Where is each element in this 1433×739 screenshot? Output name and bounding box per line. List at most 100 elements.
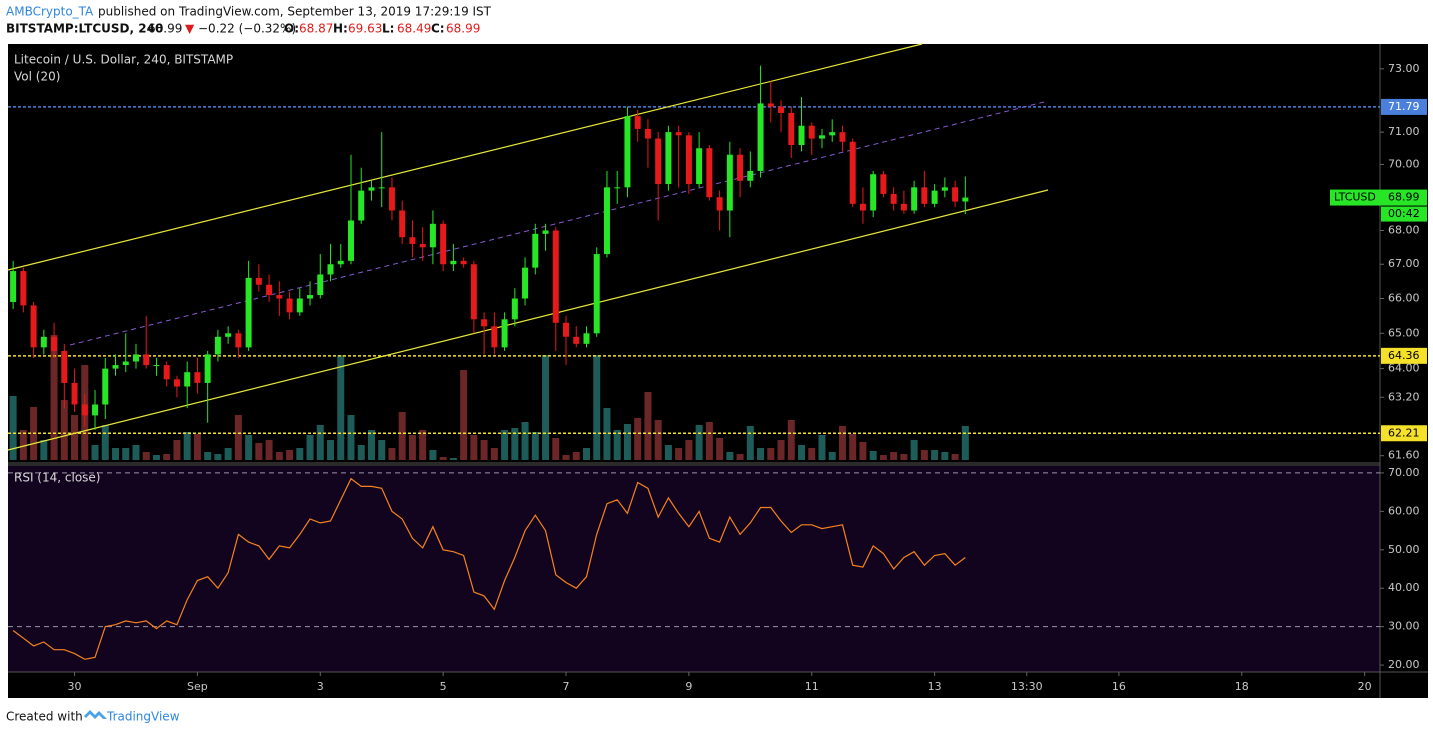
y-tick-label: 73.00 xyxy=(1388,62,1420,75)
volume-bar xyxy=(50,335,58,460)
x-tick-label: 11 xyxy=(805,680,819,693)
level-badge xyxy=(1381,347,1427,364)
candle-body xyxy=(266,284,273,296)
volume-bar xyxy=(623,424,631,460)
y2-tick-label: 70.00 xyxy=(1388,466,1420,479)
candle-body xyxy=(593,254,600,334)
volume-bar xyxy=(582,448,590,460)
volume-bar xyxy=(511,428,519,460)
level-badge xyxy=(1381,425,1427,442)
candle-body xyxy=(900,203,907,211)
candle-body xyxy=(583,333,590,344)
volume-bar xyxy=(552,438,560,460)
volume-bar xyxy=(675,448,683,460)
volume-bar xyxy=(71,415,79,460)
volume-bar xyxy=(388,448,396,460)
volume-bar xyxy=(695,425,703,460)
volume-bar xyxy=(480,440,488,460)
candle-body xyxy=(245,277,252,348)
candle-body xyxy=(255,277,262,285)
volume-bar xyxy=(367,430,375,460)
ohlc-value: 68.49 xyxy=(397,22,431,36)
volume-bar xyxy=(961,426,969,460)
candle-body xyxy=(808,125,815,139)
candle-body xyxy=(235,333,242,348)
volume-bar xyxy=(664,445,672,460)
volume-bar xyxy=(193,434,201,460)
ohlc-key: L: xyxy=(382,22,394,36)
candle-body xyxy=(829,132,836,136)
candle-body xyxy=(839,132,846,142)
candle-body xyxy=(481,319,488,327)
candle-body xyxy=(798,125,805,145)
volume-bar xyxy=(726,452,734,460)
footer-brand[interactable]: TradingView xyxy=(106,710,180,724)
y2-tick-label: 60.00 xyxy=(1388,504,1420,517)
candle-body xyxy=(931,190,938,204)
volume-bar xyxy=(142,452,150,460)
volume-bar xyxy=(429,450,437,460)
volume-bar xyxy=(849,434,857,460)
volume-bar xyxy=(828,452,836,460)
candle-body xyxy=(911,187,918,211)
candle-body xyxy=(419,243,426,248)
volume-bar xyxy=(357,445,365,460)
candle-body xyxy=(706,148,713,198)
y2-tick-label: 50.00 xyxy=(1388,543,1420,556)
volume-bar xyxy=(572,452,580,460)
candle-body xyxy=(81,404,88,416)
candle-body xyxy=(747,170,754,181)
candle-body xyxy=(644,128,651,139)
x-tick-label: 3 xyxy=(317,680,324,693)
candle-body xyxy=(40,336,47,348)
volume-bar xyxy=(798,445,806,460)
candle-body xyxy=(194,372,201,383)
ohlc-value: 69.63 xyxy=(348,22,382,36)
volume-bar xyxy=(562,455,570,460)
volume-bar xyxy=(685,440,693,460)
candle-body xyxy=(20,271,27,306)
candle-body xyxy=(399,210,406,238)
volume-bar xyxy=(224,448,232,460)
y-tick-label: 61.60 xyxy=(1388,449,1420,462)
volume-bar xyxy=(327,440,335,460)
volume-bar xyxy=(337,355,345,460)
volume-bar xyxy=(265,440,273,460)
volume-bar xyxy=(787,420,795,460)
footer-created: Created with xyxy=(6,710,83,724)
candle-body xyxy=(952,187,959,202)
level-label: 64.36 xyxy=(1388,349,1420,362)
volume-bar xyxy=(419,430,427,460)
volume-bar xyxy=(603,408,611,460)
candle-body xyxy=(460,260,467,265)
volume-bar xyxy=(941,452,949,460)
volume-bar xyxy=(152,455,160,460)
candle-body xyxy=(849,141,856,204)
volume-bar xyxy=(808,448,816,460)
candle-body xyxy=(655,138,662,185)
y-tick-label: 65.00 xyxy=(1388,326,1420,339)
candle-body xyxy=(501,319,508,348)
candle-body xyxy=(368,187,375,191)
candle-body xyxy=(61,350,68,383)
candle-body xyxy=(614,187,621,189)
volume-bar xyxy=(122,448,130,460)
author[interactable]: AMBCrypto_TA xyxy=(6,5,94,19)
x-tick-label: 18 xyxy=(1235,680,1249,693)
price: 68.99 xyxy=(148,22,182,36)
y2-tick-label: 20.00 xyxy=(1388,658,1420,671)
change: −0.22 (−0.32%) xyxy=(198,22,296,36)
volume-bar xyxy=(316,425,324,460)
time-axis xyxy=(8,672,1428,698)
volume-bar xyxy=(163,454,171,460)
y2-tick-label: 30.00 xyxy=(1388,620,1420,633)
symbol-badge: LTCUSD xyxy=(1334,191,1376,204)
candle-body xyxy=(542,230,549,234)
candle-body xyxy=(132,354,139,362)
down-arrow: ▼ xyxy=(185,22,195,36)
volume-bar xyxy=(439,457,447,460)
volume-bar xyxy=(757,448,765,460)
volume-bar xyxy=(470,435,478,460)
candle-body xyxy=(358,190,365,221)
